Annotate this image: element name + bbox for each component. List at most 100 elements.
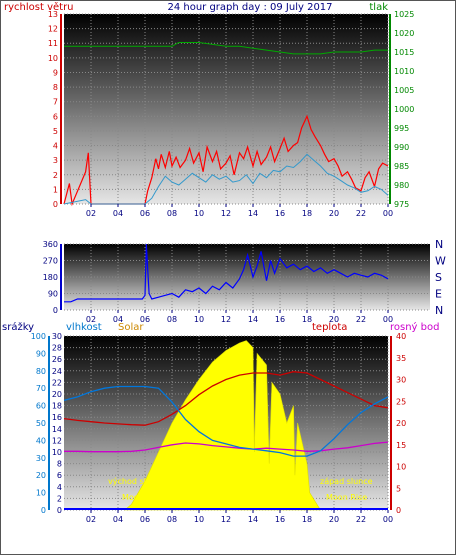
temperature-tick-label: 15 — [396, 441, 406, 450]
x-tick-label: 10 — [194, 315, 204, 324]
x-tick-label: 20 — [329, 515, 339, 524]
x-tick-label: 18 — [302, 315, 312, 324]
solar-axis-label: Solar — [118, 322, 144, 333]
direction-tick-label: 90 — [48, 290, 58, 299]
solar-tick-label: 16 — [52, 413, 62, 422]
temperature-tick-label: 25 — [396, 397, 406, 406]
x-tick-label: 22 — [356, 209, 366, 218]
temperature-axis-label: teplota — [312, 322, 347, 333]
pressure-tick-label: 1005 — [394, 86, 414, 95]
pressure-tick-label: 995 — [394, 124, 409, 133]
solar-tick-label: 28 — [52, 344, 62, 353]
x-tick-label: 00 — [383, 315, 393, 324]
wind-speed-tick-label: 13 — [48, 10, 58, 19]
x-tick-label: 20 — [329, 315, 339, 324]
rain-humidity-tick-label: 70 — [36, 384, 46, 393]
panel1-axes: 0123456789101112139759809859909951000100… — [48, 10, 415, 218]
wind-direction-series — [64, 243, 389, 303]
x-tick-label: 00 — [383, 515, 393, 524]
wind-speed-tick-label: 11 — [48, 39, 58, 48]
x-tick-label: 22 — [356, 515, 366, 524]
rain-humidity-tick-label: 80 — [36, 367, 46, 376]
x-tick-label: 14 — [248, 315, 258, 324]
solar-tick-label: 2 — [57, 494, 62, 503]
rain-humidity-tick-label: 0 — [41, 506, 46, 515]
x-tick-label: 04 — [113, 515, 123, 524]
x-tick-label: 10 — [194, 515, 204, 524]
pressure-axis-label: tlak — [369, 2, 388, 13]
temperature-tick-label: 0 — [396, 506, 401, 515]
panel2-axes: 0 90 180 270 360 02 04 06 08 10 12 14 16 18 20 22 00 — [43, 240, 393, 324]
solar-tick-label: 6 — [57, 471, 62, 480]
wind-speed-series — [63, 153, 389, 205]
solar-tick-label: 14 — [52, 425, 62, 434]
pressure-tick-label: 985 — [394, 162, 409, 171]
panel1-series — [63, 42, 389, 207]
direction-tick-label: 270 — [43, 257, 58, 266]
dew-point-series — [64, 441, 389, 453]
x-tick-label: 02 — [86, 515, 96, 524]
rain-humidity-tick-label: 100 — [31, 332, 46, 341]
x-tick-label: 12 — [221, 315, 231, 324]
pressure-tick-label: 980 — [394, 181, 409, 190]
rain-humidity-tick-label: 60 — [36, 402, 46, 411]
solar-tick-label: 0 — [57, 506, 62, 515]
humidity-axis-label: vlhkost — [66, 322, 102, 333]
compass-label: S — [435, 271, 442, 284]
temperature-tick-label: 40 — [396, 332, 406, 341]
direction-tick-label: 180 — [43, 273, 58, 282]
solar-tick-label: 20 — [52, 390, 62, 399]
temperature-tick-label: 35 — [396, 354, 406, 363]
wind-speed-tick-label: 7 — [53, 98, 58, 107]
solar-tick-label: 4 — [57, 483, 62, 492]
x-tick-label: 00 — [383, 209, 393, 218]
sunset-label: západ slunce — [320, 477, 373, 486]
rain-humidity-tick-label: 10 — [36, 489, 46, 498]
wind-speed-axis-label: rychlost větru — [4, 1, 74, 13]
rain-humidity-tick-label: 30 — [36, 454, 46, 463]
direction-tick-label: 360 — [43, 240, 58, 249]
chart-title: 24 hour graph day : 09 July 2017 — [167, 2, 332, 13]
pressure-tick-label: 1020 — [394, 29, 414, 38]
wind-speed-tick-label: 9 — [53, 68, 58, 77]
solar-tick-label: 18 — [52, 402, 62, 411]
wind-gust-series — [63, 114, 389, 207]
wind-speed-tick-label: 1 — [53, 185, 58, 194]
pressure-tick-label: 1010 — [394, 67, 414, 76]
panel3-axes: 0246810121416182022242628300102030405060… — [31, 332, 406, 524]
panel1-background — [64, 14, 388, 204]
temperature-tick-label: 5 — [396, 484, 401, 493]
x-tick-label: 16 — [275, 209, 285, 218]
pressure-tick-label: 1000 — [394, 105, 414, 114]
x-tick-label: 04 — [113, 315, 123, 324]
wind-speed-tick-label: 2 — [53, 171, 58, 180]
solar-tick-label: 22 — [52, 378, 62, 387]
rain-axis-label: srážky — [2, 321, 34, 333]
solar-tick-label: 12 — [52, 436, 62, 445]
x-tick-label: 08 — [167, 209, 177, 218]
wind-speed-tick-label: 10 — [48, 54, 58, 63]
x-tick-label: 20 — [329, 209, 339, 218]
moonset-label: Moon Set — [122, 493, 159, 502]
pressure-tick-label: 990 — [394, 143, 409, 152]
panel1-grid — [64, 13, 389, 205]
x-tick-label: 06 — [140, 515, 150, 524]
x-tick-label: 12 — [221, 515, 231, 524]
rain-humidity-tick-label: 20 — [36, 471, 46, 480]
x-tick-label: 22 — [356, 315, 366, 324]
pressure-tick-label: 975 — [394, 200, 409, 209]
x-tick-label: 08 — [167, 515, 177, 524]
wind-speed-tick-label: 12 — [48, 25, 58, 34]
x-tick-label: 14 — [248, 515, 258, 524]
x-tick-label: 04 — [113, 209, 123, 218]
pressure-tick-label: 1015 — [394, 48, 414, 57]
direction-tick-label: 0 — [53, 306, 58, 315]
humidity-series — [63, 385, 389, 457]
rain-humidity-tick-label: 90 — [36, 349, 46, 358]
pressure-series — [64, 42, 388, 55]
x-tick-label: 16 — [275, 515, 285, 524]
wind-speed-tick-label: 8 — [53, 83, 58, 92]
